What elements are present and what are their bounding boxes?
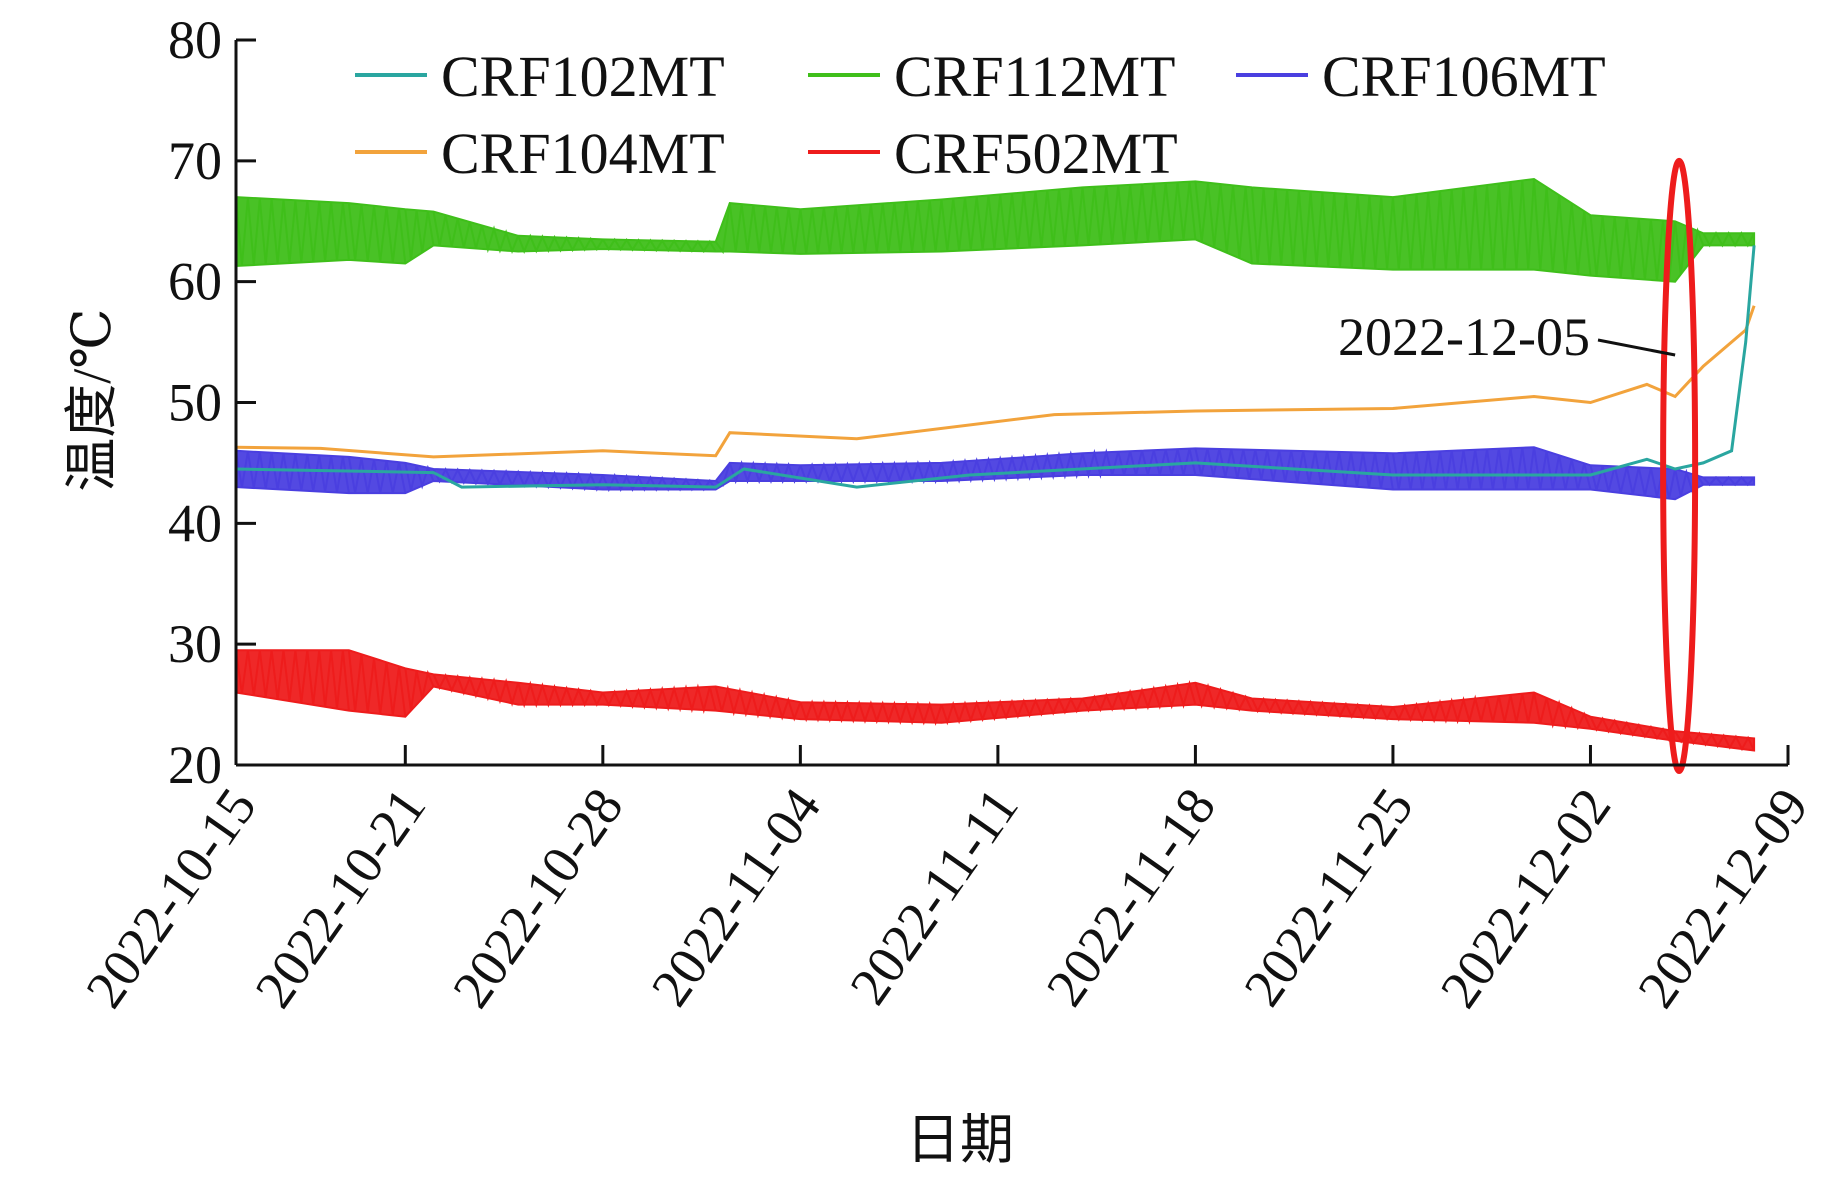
legend-label: CRF102MT <box>441 44 725 109</box>
oscillation-segment <box>799 459 943 485</box>
series-line-crf104mt <box>235 305 1756 459</box>
oscillation-segment <box>799 199 943 254</box>
legend-item-crf104mt: CRF104MT <box>355 121 725 186</box>
oscillation-segment <box>1702 231 1755 248</box>
oscillation-segment <box>404 462 435 491</box>
oscillation-segment <box>235 650 350 711</box>
legend-item-crf102mt: CRF102MT <box>355 44 725 109</box>
oscillation-segment <box>1533 178 1592 276</box>
legend-item-crf106mt: CRF106MT <box>1236 44 1606 109</box>
plot-area: 2022-12-05 <box>235 157 1756 775</box>
x-axis-title: 日期 <box>906 1110 1014 1170</box>
oscillation-segment <box>1250 187 1394 270</box>
series-line-crf102mt <box>235 245 1756 489</box>
oscillation-segment <box>1391 692 1535 725</box>
annotation-leader <box>1597 338 1676 357</box>
oscillation-segment <box>1702 475 1755 487</box>
x-tick-label: 2022-11-25 <box>1232 777 1425 1016</box>
oscillation-segment <box>728 460 802 485</box>
y-tick-label: 20 <box>168 735 222 795</box>
oscillation-segment <box>235 197 350 266</box>
oscillation-segment <box>940 187 1084 252</box>
oscillation-segment <box>517 233 604 255</box>
legend-label: CRF502MT <box>894 121 1178 186</box>
y-tick-label: 40 <box>168 493 222 553</box>
annotation-label: 2022-12-05 <box>1338 307 1590 367</box>
legend-label: CRF104MT <box>441 121 725 186</box>
oscillation-segment <box>940 696 1084 726</box>
x-tick-label: 2022-11-04 <box>640 777 833 1016</box>
oscillation-segment <box>1250 696 1394 721</box>
oscillation-segment <box>347 202 407 264</box>
oscillation-segment <box>1194 682 1253 712</box>
oscillation-segment <box>1081 448 1197 479</box>
oscillation-segment <box>799 699 943 726</box>
oscillation-segment <box>404 668 435 711</box>
oscillation-segment <box>601 237 717 254</box>
x-tick-label: 2022-12-09 <box>1626 777 1820 1018</box>
legend-label: CRF112MT <box>894 44 1175 109</box>
oscillation-segment <box>1391 178 1535 270</box>
y-tick-label: 80 <box>168 10 222 70</box>
oscillation-segment <box>235 450 350 494</box>
oscillation-segment <box>432 211 520 254</box>
oscillation-segment <box>404 209 435 261</box>
x-tick-label: 2022-10-15 <box>74 777 268 1018</box>
oscillation-segment <box>1589 716 1676 742</box>
x-tick-label: 2022-11-18 <box>1035 777 1228 1016</box>
oscillation-segment <box>1674 468 1705 497</box>
oscillation-segment <box>1533 692 1592 731</box>
series-oscillation-crf106mt <box>235 447 1755 499</box>
legend-item-crf112mt: CRF112MT <box>808 44 1175 109</box>
x-tick-label: 2022-12-02 <box>1429 777 1623 1018</box>
oscillation-segment <box>1081 181 1197 246</box>
y-tick-label: 50 <box>168 373 222 433</box>
x-tick-label: 2022-10-28 <box>441 777 635 1018</box>
series-oscillation-crf112mt <box>235 178 1755 282</box>
legend-item-crf502mt: CRF502MT <box>808 121 1178 186</box>
series-band-crf502mt <box>235 649 1756 752</box>
oscillation-segment <box>1194 448 1394 490</box>
series-oscillation-crf502mt <box>235 650 1756 752</box>
y-tick-label: 70 <box>168 131 222 191</box>
oscillation-segment <box>714 684 802 722</box>
oscillation-segment <box>1391 447 1535 490</box>
oscillation-segment <box>517 680 604 709</box>
x-tick-label: 2022-11-11 <box>838 777 1029 1015</box>
oscillation-segment <box>1589 215 1677 282</box>
legend: CRF102MT CRF112MT CRF106MT CRF104MT CRF502MT <box>355 44 1606 186</box>
oscillation-segment <box>714 202 731 255</box>
annotation-ellipse <box>1660 157 1699 775</box>
oscillation-segment <box>601 473 717 493</box>
legend-label: CRF106MT <box>1322 44 1606 109</box>
oscillation-segment <box>1081 679 1197 713</box>
oscillation-segment <box>715 462 731 487</box>
x-tick-label: 2022-10-21 <box>243 777 437 1018</box>
y-tick-label: 60 <box>168 252 222 312</box>
oscillation-segment <box>728 202 802 254</box>
y-tick-label: 30 <box>168 614 222 674</box>
oscillation-segment <box>1194 181 1253 264</box>
oscillation-segment <box>432 467 604 492</box>
oscillation-segment <box>601 683 717 714</box>
oscillation-segment <box>432 673 520 707</box>
oscillation-segment <box>940 450 1084 485</box>
oscillation-segment <box>347 456 407 494</box>
y-axis-title: 温度/℃ <box>62 308 122 491</box>
oscillation-segment <box>347 650 407 717</box>
